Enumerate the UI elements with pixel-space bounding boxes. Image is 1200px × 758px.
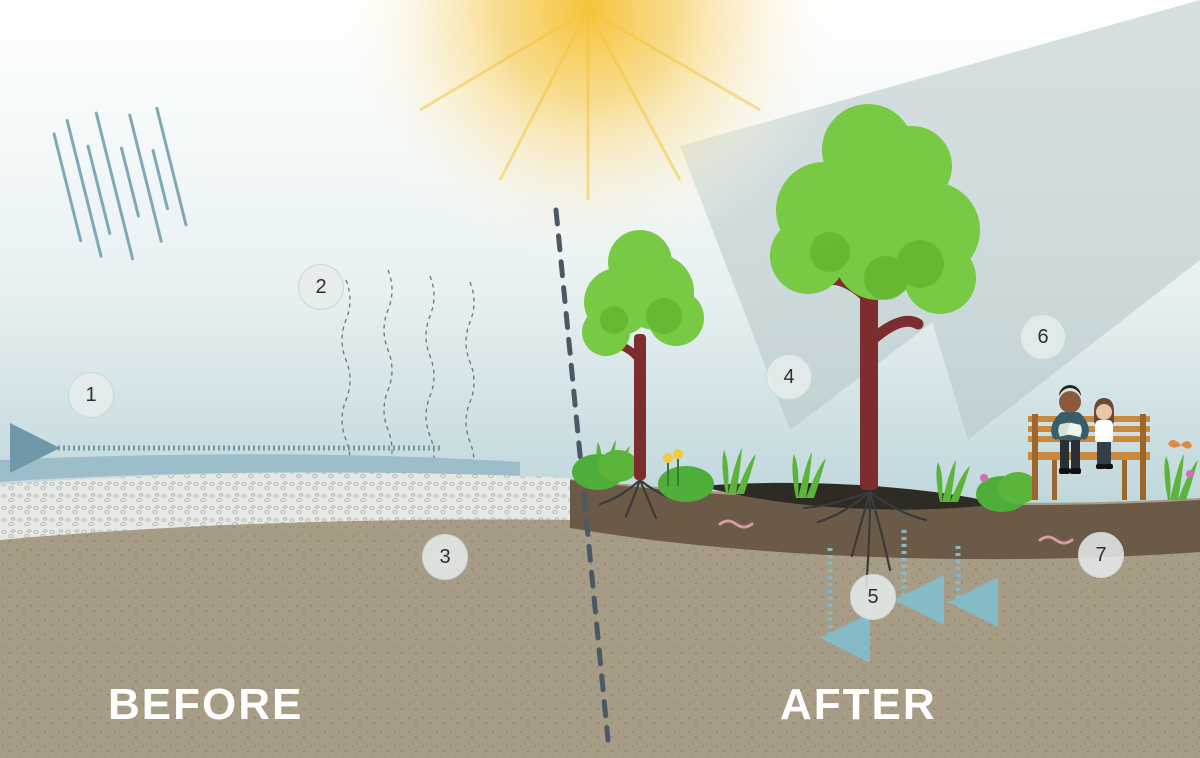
marker-5: 5 (850, 574, 896, 620)
marker-label: 3 (439, 546, 450, 569)
marker-3: 3 (422, 534, 468, 580)
before-label: BEFORE (108, 680, 303, 730)
marker-label: 5 (867, 586, 878, 609)
marker-label: 1 (85, 384, 96, 407)
marker-6: 6 (1020, 314, 1066, 360)
person-child-icon (1094, 398, 1114, 469)
marker-label: 6 (1037, 326, 1048, 349)
marker-label: 4 (783, 366, 794, 389)
infographic-stage: 1 2 3 4 5 6 7 BEFORE AFTER (0, 0, 1200, 758)
marker-4: 4 (766, 354, 812, 400)
after-label: AFTER (780, 680, 937, 730)
scene-svg (0, 0, 1200, 758)
marker-7: 7 (1078, 532, 1124, 578)
marker-2: 2 (298, 264, 344, 310)
marker-label: 7 (1095, 544, 1106, 567)
marker-1: 1 (68, 372, 114, 418)
marker-label: 2 (315, 276, 326, 299)
